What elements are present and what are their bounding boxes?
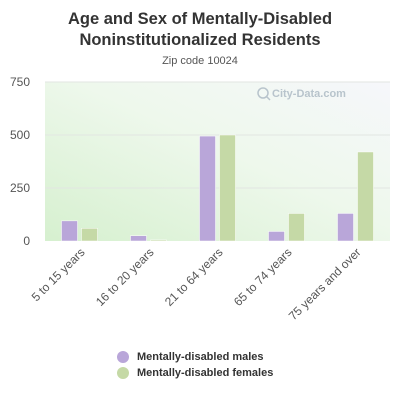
x-tick-label: 65 to 74 years [231, 245, 295, 309]
bar-females [219, 134, 236, 242]
x-tick-label: 75 years and over [286, 245, 364, 323]
bar-females [288, 213, 305, 242]
bar-males [268, 231, 285, 242]
legend-item-males: Mentally-disabled males [117, 349, 273, 365]
legend: Mentally-disabled males Mentally-disable… [117, 349, 273, 381]
legend-item-females: Mentally-disabled females [117, 365, 273, 381]
x-tick-label: 21 to 64 years [162, 245, 226, 309]
bar-females [81, 228, 98, 242]
plot-area [45, 82, 390, 241]
watermark: City-Data.com [257, 87, 346, 101]
bar-females [150, 239, 167, 242]
bar-females [357, 151, 374, 242]
legend-swatch-females [117, 367, 129, 379]
y-tick-label: 500 [10, 128, 30, 142]
bar-males [130, 235, 147, 242]
y-tick-label: 750 [10, 75, 30, 89]
bar-males [199, 135, 216, 242]
y-tick-label: 0 [23, 234, 30, 248]
y-tick-label: 250 [10, 181, 30, 195]
legend-label-males: Mentally-disabled males [137, 351, 264, 363]
watermark-text: City-Data.com [272, 88, 346, 100]
legend-label-females: Mentally-disabled females [137, 367, 274, 379]
watermark-icon-handle [265, 95, 271, 101]
chart-subtitle: Zip code 10024 [162, 55, 238, 67]
chart-title: Age and Sex of Mentally-Disabled Noninst… [67, 10, 333, 49]
watermark-icon [257, 87, 269, 99]
bar-males [61, 220, 78, 242]
x-tick-label: 5 to 15 years [29, 245, 88, 304]
legend-swatch-males [117, 351, 129, 363]
x-tick-label: 16 to 20 years [93, 245, 157, 309]
bar-males [337, 213, 354, 242]
